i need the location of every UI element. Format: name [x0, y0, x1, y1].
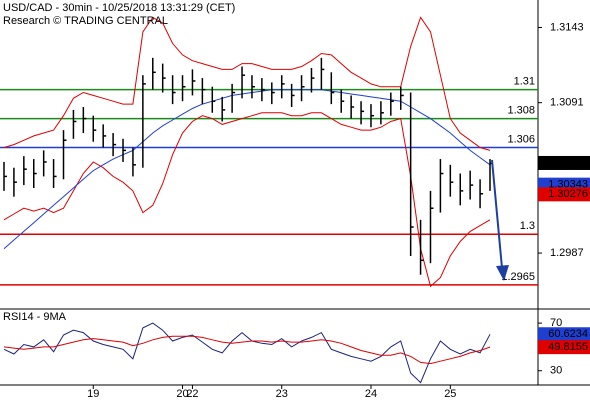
y-tick-label: 1.2987: [550, 247, 584, 259]
series-line: [3, 335, 491, 365]
level-label: 1.3: [520, 220, 535, 232]
forecast-arrow-head: [496, 265, 509, 281]
price-box-label: 60.6234: [548, 328, 588, 340]
rsi-panel: 70 30: [3, 317, 562, 384]
x-tick-label: 19: [87, 388, 99, 400]
price-box: [538, 340, 590, 355]
y-tick-label: 1.3091: [550, 97, 584, 109]
series-line: [3, 322, 491, 384]
overlay-line: [3, 89, 491, 250]
price-box: [538, 327, 590, 342]
main-panel: 1.3143 1.3091 1.2987 1.31 1.308 1.306 1.3 1.296…: [0, 16, 584, 288]
price-box: [538, 187, 590, 202]
level-label: 1.31: [514, 76, 535, 88]
x-tick-label: 25: [444, 388, 456, 400]
price-box-label: 1.30493: [548, 157, 588, 169]
overlay-line: [3, 16, 491, 151]
y-tick-label: 30: [550, 365, 562, 377]
overlay-line: [3, 112, 491, 288]
level-label: 1.308: [507, 104, 535, 116]
rsi-title: RSI14 - 9MA: [3, 311, 67, 323]
chart-title: USD/CAD - 30min - 10/25/2018 13:31:29 (C…: [3, 2, 235, 14]
level-label: 1.306: [507, 133, 535, 145]
price-box-label: 49.8155: [548, 341, 588, 353]
x-tick-label: 22: [186, 388, 198, 400]
x-tick-label: 20: [176, 388, 188, 400]
level-label: 1.2965: [501, 271, 535, 283]
y-tick-label: 70: [550, 317, 562, 329]
price-box: [538, 155, 590, 170]
forecast-arrow: [491, 159, 503, 269]
chart-subtitle: Research © TRADING CENTRAL: [3, 15, 168, 27]
x-tick-label: 23: [276, 388, 288, 400]
x-tick-label: 24: [365, 388, 377, 400]
price-box-label: 1.30276: [548, 188, 588, 200]
y-tick-label: 1.3143: [550, 21, 584, 33]
